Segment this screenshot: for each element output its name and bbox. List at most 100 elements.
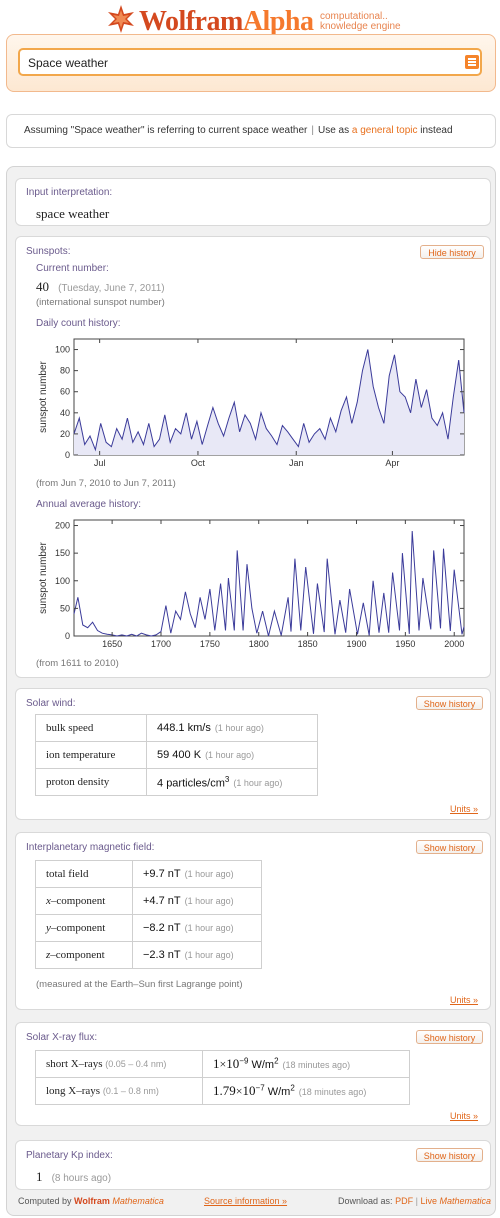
hide-history-button[interactable]: Hide history <box>420 245 484 259</box>
input-interpretation-value: space weather <box>36 206 110 221</box>
value-unit: nT <box>167 949 181 961</box>
table-row: y–component −8.2 nT (1 hour ago) <box>35 914 262 942</box>
source-information-link[interactable]: Source information » <box>204 1196 288 1206</box>
annual-sunspot-chart: 0 50 100 150 200 1650 1700 1750 1800 1850 1900 1950… <box>38 519 465 649</box>
row-label-range: (0.05 – 0.4 nm) <box>105 1059 167 1069</box>
x-tick-label: Oct <box>191 458 206 468</box>
value-age: (18 minutes ago) <box>282 1060 351 1070</box>
value-number: −8.2 <box>143 922 165 934</box>
value-unit: W/m <box>251 1059 275 1071</box>
menu-icon-bar <box>468 64 476 66</box>
value-times: × <box>219 1057 227 1071</box>
row-value: +9.7 nT (1 hour ago) <box>132 860 262 888</box>
tagline: computational.. knowledge engine <box>320 12 401 32</box>
value-unit: K <box>193 749 202 761</box>
row-label-variable: z <box>46 949 51 961</box>
pod-xray: Solar X-ray flux: Show history short X–r… <box>15 1022 491 1126</box>
series-line <box>73 530 465 637</box>
value-exponent: −7 <box>255 1083 265 1093</box>
current-number-date: (Tuesday, June 7, 2011) <box>58 283 165 294</box>
value-age: (1 hour ago) <box>205 750 255 760</box>
row-value: −8.2 nT (1 hour ago) <box>132 914 262 942</box>
y-tick-label: 60 <box>60 387 70 397</box>
plot-frame <box>73 519 465 637</box>
x-tick-label: 1950 <box>395 639 415 649</box>
table-row: proton density 4 particles/cm3 (1 hour ago… <box>35 768 318 796</box>
kp-row: 1 (8 hours ago) <box>36 1169 111 1185</box>
pod-title: Solar X-ray flux: <box>26 1032 98 1043</box>
row-label-range: (0.1 – 0.8 nm) <box>102 1086 159 1096</box>
row-label-variable: x <box>46 895 51 907</box>
solar-wind-table: bulk speed 448.1 km/s (1 hour ago) ion tem… <box>35 714 318 796</box>
value-unit: nT <box>167 895 181 907</box>
table-row: ion temperature 59 400 K (1 hour ago) <box>35 741 318 769</box>
pod-solar-wind: Solar wind: Show history bulk speed 448.1… <box>15 688 491 820</box>
assumption-use-as: Use as <box>317 125 350 136</box>
value-unit-exponent: 2 <box>274 1056 279 1066</box>
kp-age: (8 hours ago) <box>51 1173 112 1184</box>
value-age: (1 hour ago) <box>184 869 234 879</box>
value-age: (18 minutes ago) <box>298 1087 367 1097</box>
y-tick-label: 0 <box>65 631 70 641</box>
computed-by-label: Computed by <box>18 1196 72 1206</box>
assumption-separator: | <box>311 125 314 136</box>
x-tick-label: 1850 <box>298 639 318 649</box>
row-value: +4.7 nT (1 hour ago) <box>132 887 262 915</box>
menu-icon-bar <box>468 58 476 60</box>
search-input[interactable] <box>28 56 448 70</box>
pod-sunspots: Sunspots: Hide history Current number: 4… <box>15 236 491 678</box>
show-history-button[interactable]: Show history <box>416 1030 483 1044</box>
x-tick-label: Jan <box>289 458 304 468</box>
x-tick-label: 1900 <box>346 639 366 649</box>
row-label-text: –component <box>50 895 106 907</box>
wolfram-star-logo[interactable] <box>106 4 136 34</box>
y-tick-label: 40 <box>60 408 70 418</box>
general-topic-link[interactable]: a general topic <box>351 125 418 136</box>
units-link[interactable]: Units » <box>450 1111 479 1121</box>
pod-title: Interplanetary magnetic field: <box>26 842 155 853</box>
x-tick-label: 1700 <box>151 639 171 649</box>
table-row: z–component −2.3 nT (1 hour ago) <box>35 941 262 969</box>
row-value: 1×10−9 W/m2 (18 minutes ago) <box>202 1050 410 1078</box>
pod-title: Planetary Kp index: <box>26 1150 113 1161</box>
pod-input-interpretation: Input interpretation: space weather <box>15 178 491 226</box>
x-tick-label: 1800 <box>249 639 269 649</box>
row-value: 448.1 km/s (1 hour ago) <box>146 714 318 742</box>
footer-wolfram[interactable]: Wolfram <box>74 1196 110 1206</box>
current-number-label: Current number: <box>36 263 109 274</box>
units-link[interactable]: Units » <box>450 995 479 1005</box>
tagline-line-2: knowledge engine <box>320 21 401 32</box>
value-mantissa: 1 <box>213 1056 220 1071</box>
show-history-button[interactable]: Show history <box>416 1148 483 1162</box>
row-label-text: short X–rays <box>46 1058 103 1070</box>
footer-mathematica[interactable]: Mathematica <box>112 1196 164 1206</box>
row-label: bulk speed <box>35 714 147 742</box>
row-label: short X–rays (0.05 – 0.4 nm) <box>35 1050 203 1078</box>
y-tick-label: 100 <box>55 576 70 586</box>
row-label-variable: y <box>46 922 51 934</box>
row-label: total field <box>35 860 133 888</box>
value-unit: particles/cm <box>166 777 225 790</box>
y-tick-label: 80 <box>60 366 70 376</box>
wolfram-alpha-logo[interactable]: WolframAlpha <box>139 6 314 38</box>
row-label: long X–rays (0.1 – 0.8 nm) <box>35 1077 203 1105</box>
pod-imf: Interplanetary magnetic field: Show hist… <box>15 832 491 1010</box>
download-as-label: Download as: <box>338 1196 393 1206</box>
assumption-box <box>6 114 496 148</box>
search-options-button[interactable] <box>465 55 479 69</box>
current-number-note: (international sunspot number) <box>36 297 165 308</box>
show-history-button[interactable]: Show history <box>416 840 483 854</box>
show-history-button[interactable]: Show history <box>416 696 483 710</box>
value-base: 10 <box>226 1056 240 1071</box>
value-mantissa: 1.79 <box>213 1083 236 1098</box>
live-mathematica-link[interactable]: Live Mathematica <box>420 1196 491 1206</box>
y-axis-label: sunspot number <box>38 360 49 432</box>
value-age: (1 hour ago) <box>233 778 283 789</box>
row-label-text: –component <box>50 949 105 961</box>
download-pdf-link[interactable]: PDF <box>395 1196 414 1206</box>
units-link[interactable]: Units » <box>450 804 479 814</box>
row-label-text: –component <box>50 922 106 934</box>
x-tick-label: 1750 <box>200 639 220 649</box>
y-tick-label: 200 <box>55 521 70 531</box>
x-tick-label: Jul <box>94 458 106 468</box>
